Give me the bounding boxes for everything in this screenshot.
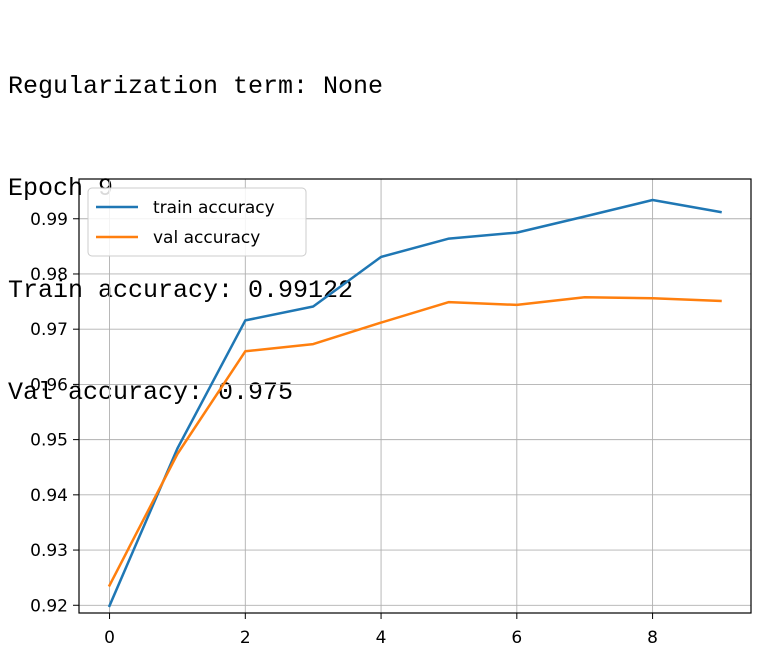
console-line-val-accuracy: Val accuracy: 0.975 xyxy=(8,378,294,407)
legend-label-val: val accuracy xyxy=(153,228,260,248)
series-line-train xyxy=(107,198,722,608)
grid-layer xyxy=(79,179,751,613)
y-tick-label: 0.98 xyxy=(30,265,68,285)
x-tick-label: 8 xyxy=(647,628,658,648)
x-tick-label: 0 xyxy=(104,628,115,648)
y-tick-label: 0.95 xyxy=(30,431,68,451)
series-line-val xyxy=(107,295,722,588)
y-tick-label: 0.97 xyxy=(30,320,68,340)
tick-layer: 0 2 4 6 8 0.92 0.93 0.94 0.95 0.96 0.97 0.98 0.99 xyxy=(30,210,658,648)
series-layer xyxy=(107,198,722,608)
y-tick-label: 0.93 xyxy=(30,541,68,561)
console-line-train-accuracy: Train accuracy: 0.99122 xyxy=(8,276,354,305)
plot-frame xyxy=(78,178,752,614)
x-tick-label: 6 xyxy=(511,628,522,648)
console-output: Regularization term: None Epoch 9 Train … xyxy=(8,2,383,444)
legend: train accuracy val accuracy xyxy=(87,187,307,257)
x-tick-label: 4 xyxy=(376,628,387,648)
y-tick-label: 0.94 xyxy=(30,486,68,506)
x-tick-label: 2 xyxy=(240,628,251,648)
y-tick-label: 0.96 xyxy=(30,375,68,395)
console-line-regularization: Regularization term: None xyxy=(8,72,384,101)
legend-box xyxy=(87,187,307,257)
y-tick-label: 0.99 xyxy=(30,210,68,230)
y-tick-label: 0.92 xyxy=(30,596,68,616)
legend-label-train: train accuracy xyxy=(153,198,275,218)
